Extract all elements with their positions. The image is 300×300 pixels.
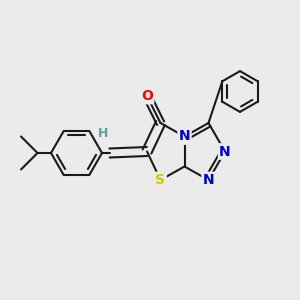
Text: H: H (98, 127, 109, 140)
Text: O: O (141, 89, 153, 103)
Text: N: N (179, 130, 190, 143)
Text: N: N (219, 145, 231, 158)
Text: S: S (155, 173, 166, 187)
Text: N: N (203, 173, 214, 187)
